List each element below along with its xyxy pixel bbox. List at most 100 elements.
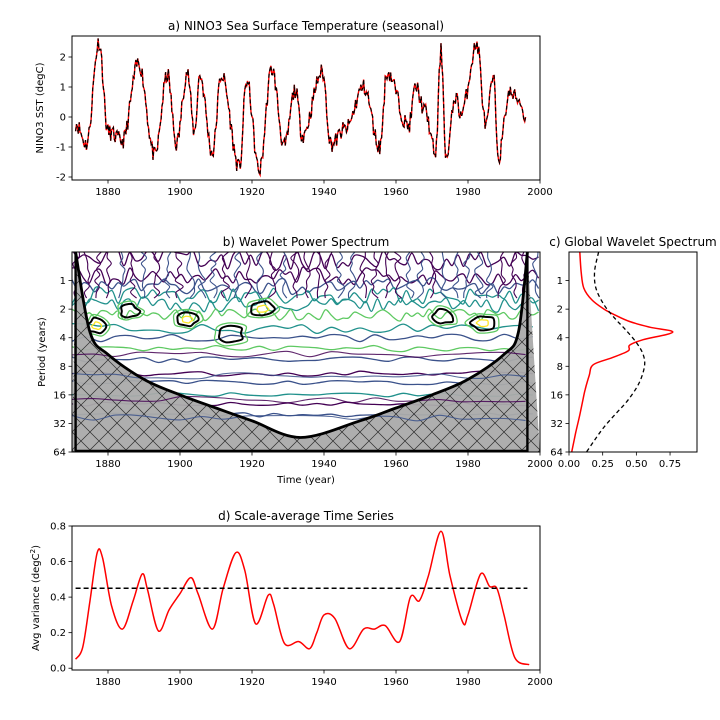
- wavelet-contour: [72, 372, 526, 380]
- panel-b-ytick-label: 64: [53, 448, 66, 459]
- sst-red-line: [74, 38, 527, 178]
- panel-b-ytick-label: 16: [53, 390, 66, 401]
- wavelet-contour: [186, 252, 196, 299]
- panel-b-ytick-label: 4: [60, 333, 66, 344]
- wavelet-contour: [393, 252, 403, 299]
- panel-d-ytick-label: 0.6: [50, 557, 66, 568]
- panel-b-frame: [71, 251, 541, 453]
- wavelet-contour: [336, 252, 346, 299]
- panel-a-sst: a) NINO3 Sea Surface Temperature (season…: [35, 19, 553, 198]
- panel-c-ytick-label: 32: [550, 419, 563, 430]
- panel-c-xtick-label: 0.25: [592, 459, 614, 470]
- wavelet-contour: [303, 252, 311, 299]
- panel-a-xtick-label: 1900: [167, 187, 192, 198]
- sst-dashed-line: [75, 38, 527, 178]
- wavelet-contour: [213, 322, 249, 347]
- panel-a-ytick-label: 1: [60, 83, 66, 94]
- wavelet-contour: [72, 323, 533, 335]
- wavelet-contour: [405, 252, 415, 299]
- wavelet-contour: [72, 266, 540, 287]
- panel-d-ytick-label: 0.2: [50, 628, 66, 639]
- panel-c-ytick-label: 1: [557, 276, 563, 287]
- wavelet-contour: [440, 252, 447, 299]
- wavelet-contour: [464, 313, 500, 334]
- panel-c-xtick-label: 0.00: [558, 459, 580, 470]
- panel-a-ytick-label: -1: [56, 143, 66, 154]
- panel-d-frame: [71, 525, 541, 671]
- panel-b-ytick-label: 1: [60, 276, 66, 287]
- panel-b-xtick-label: 1920: [239, 459, 264, 470]
- panel-b-wavelet-power: b) Wavelet Power Spectrum 1880 1900 1920 19…: [37, 235, 553, 486]
- panel-a-ytick-label: 0: [60, 113, 66, 124]
- panel-c-title: c) Global Wavelet Spectrum: [549, 235, 717, 249]
- wavelet-contour: [163, 252, 172, 299]
- panel-d-ylabel-superscript: 2: [29, 549, 37, 553]
- wavelet-contour: [197, 252, 207, 299]
- wavelet-contour: [83, 252, 91, 299]
- panel-d-xtick-label: 2000: [527, 677, 552, 688]
- panel-b-ytick-label: 32: [53, 419, 66, 430]
- panel-c-xtick-label: 0.75: [659, 459, 681, 470]
- panel-b-xlabel: Time (year): [276, 475, 335, 486]
- significance-contour: [250, 300, 276, 317]
- wavelet-contour: [72, 370, 533, 377]
- wavelet-contour: [429, 252, 437, 299]
- panel-a-ytick-label: 2: [60, 53, 66, 64]
- panel-a-ytick-label: -2: [56, 173, 66, 184]
- wavelet-contour: [72, 350, 526, 358]
- panel-d-ytick-label: 0.0: [50, 664, 66, 675]
- panel-d-xtick-label: 1920: [239, 677, 264, 688]
- panel-d-xtick-label: 1880: [95, 677, 120, 688]
- panel-b-axes: 1880 1900 1920 1940 1960 1980 2000 1 2 4 8 16 32 64: [53, 276, 552, 470]
- panel-a-xtick-label: 1920: [239, 187, 264, 198]
- wavelet-contour: [246, 297, 281, 319]
- wavelet-contour: [256, 304, 270, 313]
- panel-b-plot-area: [72, 252, 540, 452]
- global-significance-line: [585, 252, 646, 452]
- panel-b-xtick-label: 1960: [383, 459, 408, 470]
- wavelet-contour: [94, 252, 102, 299]
- panel-a-xtick-label: 1880: [95, 187, 120, 198]
- wavelet-contour: [220, 252, 230, 299]
- wavelet-contour: [72, 395, 526, 404]
- panel-a-axes: 1880 1900 1920 1940 1960 1980 2000 -2 -1 0 1 2: [56, 53, 553, 199]
- panel-d-axes: 1880 1900 1920 1940 1960 1980 2000 0.0 0.2 0.4 0.6…: [50, 522, 553, 689]
- wavelet-contour: [72, 308, 539, 322]
- wavelet-contour: [256, 252, 264, 299]
- panel-d-xtick-label: 1940: [311, 677, 336, 688]
- panel-c-ytick-label: 64: [550, 448, 563, 459]
- wavelet-contour: [118, 252, 126, 299]
- wavelet-contour: [140, 252, 148, 299]
- panel-d-xtick-label: 1900: [167, 677, 192, 688]
- wavelet-contour: [105, 252, 112, 299]
- panel-d-xtick-label: 1980: [455, 677, 480, 688]
- panel-a-xtick-label: 1960: [383, 187, 408, 198]
- panel-c-plot-area: [570, 252, 674, 452]
- panel-a-xtick-label: 2000: [527, 187, 552, 198]
- panel-b-title: b) Wavelet Power Spectrum: [223, 235, 390, 249]
- panel-a-plot-area: [74, 38, 527, 178]
- panel-b-xtick-label: 2000: [527, 459, 552, 470]
- wavelet-contour: [244, 252, 252, 299]
- significance-contour: [468, 315, 496, 332]
- panel-c-axes: 0.00 0.25 0.50 0.75 1 2 4 8 16 32 64: [550, 276, 681, 470]
- panel-d-xtick-label: 1960: [383, 677, 408, 688]
- wavelet-contour: [72, 296, 540, 313]
- panel-c-ytick-label: 8: [557, 362, 563, 373]
- global-wavelet-line: [570, 252, 674, 452]
- wavelet-contour: [427, 305, 458, 327]
- wavelet-contour: [347, 252, 357, 299]
- panel-a-xtick-label: 1980: [455, 187, 480, 198]
- wavelet-contour: [359, 252, 368, 299]
- panel-d-ylabel-text: Avg variance (degC: [31, 553, 42, 651]
- wavelet-contour: [233, 252, 242, 299]
- wavelet-contour: [416, 252, 425, 299]
- wavelet-contour: [452, 252, 460, 299]
- panel-b-xtick-label: 1880: [95, 459, 120, 470]
- panel-c-ytick-label: 16: [550, 390, 563, 401]
- wavelet-contour: [129, 252, 137, 299]
- panel-b-xtick-label: 1980: [455, 459, 480, 470]
- wavelet-contour: [384, 252, 391, 299]
- wavelet-contour: [485, 252, 494, 299]
- panel-d-scale-average: d) Scale-average Time Series 1880 1900 192…: [29, 509, 553, 688]
